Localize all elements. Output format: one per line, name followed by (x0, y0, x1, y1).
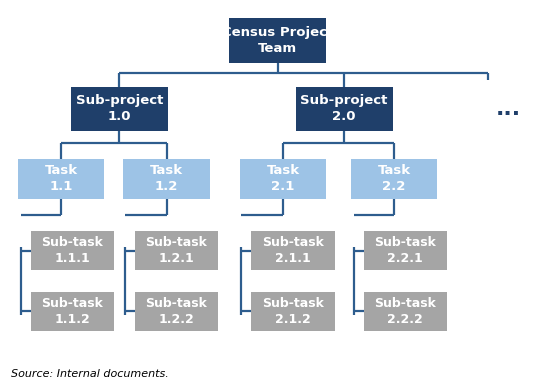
FancyBboxPatch shape (71, 87, 168, 131)
Text: Sub-task
2.2.1: Sub-task 2.2.1 (374, 237, 436, 265)
FancyBboxPatch shape (251, 292, 335, 331)
FancyBboxPatch shape (364, 231, 447, 270)
Text: Sub-task
1.1.1: Sub-task 1.1.1 (41, 237, 103, 265)
FancyBboxPatch shape (135, 292, 218, 331)
Text: Source: Internal documents.: Source: Internal documents. (11, 369, 169, 379)
Text: Sub-project
2.0: Sub-project 2.0 (300, 95, 388, 123)
Text: Task
2.1: Task 2.1 (266, 165, 300, 193)
FancyBboxPatch shape (364, 292, 447, 331)
Text: Sub-task
1.2.1: Sub-task 1.2.1 (145, 237, 208, 265)
FancyBboxPatch shape (31, 292, 114, 331)
Text: Task
2.2: Task 2.2 (377, 165, 411, 193)
FancyBboxPatch shape (295, 87, 393, 131)
Text: Sub-task
2.1.2: Sub-task 2.1.2 (262, 297, 324, 326)
FancyBboxPatch shape (31, 231, 114, 270)
Text: ...: ... (495, 99, 521, 119)
FancyBboxPatch shape (251, 231, 335, 270)
FancyBboxPatch shape (123, 159, 209, 199)
Text: Sub-task
1.1.2: Sub-task 1.1.2 (41, 297, 103, 326)
Text: Task
1.1: Task 1.1 (44, 165, 78, 193)
Text: Sub-task
1.2.2: Sub-task 1.2.2 (145, 297, 208, 326)
Text: Sub-project
1.0: Sub-project 1.0 (75, 95, 163, 123)
FancyBboxPatch shape (135, 231, 218, 270)
FancyBboxPatch shape (240, 159, 326, 199)
FancyBboxPatch shape (18, 159, 104, 199)
Text: Task
1.2: Task 1.2 (150, 165, 183, 193)
Text: Sub-task
2.1.1: Sub-task 2.1.1 (262, 237, 324, 265)
FancyBboxPatch shape (351, 159, 437, 199)
Text: Census Project
Team: Census Project Team (222, 26, 333, 55)
FancyBboxPatch shape (229, 19, 326, 63)
Text: Sub-task
2.2.2: Sub-task 2.2.2 (374, 297, 436, 326)
